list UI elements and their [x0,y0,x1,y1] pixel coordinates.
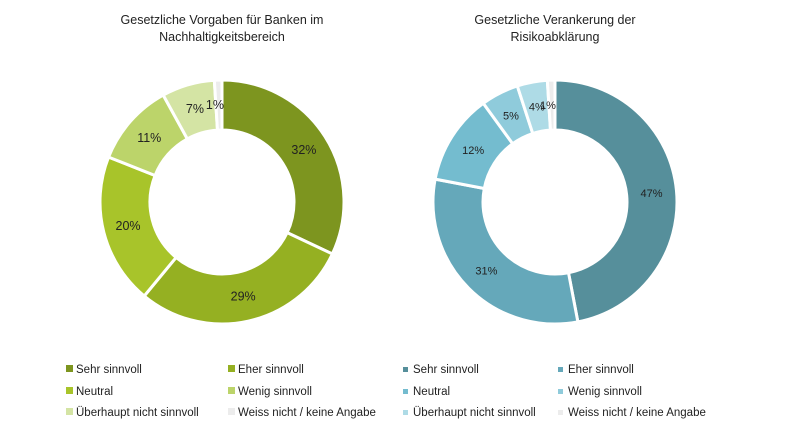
legend-swatch [66,408,73,415]
legend-label: Weiss nicht / keine Angabe [568,407,706,419]
legend-label: Überhaupt nicht sinnvoll [76,407,199,419]
data-label: 5% [503,111,519,123]
legend-label: Wenig sinnvoll [568,386,642,398]
chart-title-left: Gesetzliche Vorgaben für Banken im Nachh… [72,12,372,46]
data-label: 32% [291,143,316,157]
legend-swatch [558,367,563,372]
legend-label: Sehr sinnvoll [413,364,479,376]
donut-slice-1-1 [431,177,580,326]
legend-item: Eher sinnvoll [558,364,634,376]
data-label: 1% [206,98,224,112]
legend-item: Überhaupt nicht sinnvoll [403,407,536,419]
data-label: 47% [641,188,663,200]
legend-swatch [558,410,563,415]
title-line: Gesetzliche Verankerung der [474,13,636,27]
donut-slice-1-0 [553,78,679,324]
data-label: 1% [540,100,556,112]
data-label: 4% [529,102,545,114]
legend-label: Eher sinnvoll [238,364,304,376]
donut-slice-1-5 [545,78,557,132]
legend-label: Weiss nicht / keine Angabe [238,407,376,419]
legend-label: Neutral [413,386,451,398]
donut-slice-0-5 [212,78,224,132]
legend-swatch [66,387,73,394]
title-line: Gesetzliche Vorgaben für Banken im [120,13,324,27]
chart-title-right: Gesetzliche Verankerung der Risikoabklär… [405,12,705,46]
legend-item: Eher sinnvoll [228,364,304,376]
legend-label: Neutral [76,386,114,398]
legend-item: Sehr sinnvoll [403,364,479,376]
donut-slice-0-0 [220,78,346,256]
legend-swatch [403,367,408,372]
legend-item: Überhaupt nicht sinnvoll [66,407,199,419]
legend-label: Überhaupt nicht sinnvoll [413,407,536,419]
legend-swatch [66,365,73,372]
legend-item: Weiss nicht / keine Angabe [558,407,706,419]
legend-swatch [403,389,408,394]
title-line: Risikoabklärung [510,30,600,44]
donut-slice-0-1 [142,230,335,326]
legend-item: Sehr sinnvoll [66,364,142,376]
legend-label: Wenig sinnvoll [238,386,312,398]
legend-item: Neutral [66,386,113,398]
legend-swatch [403,410,408,415]
data-label: 11% [137,131,161,145]
legend-item: Weiss nicht / keine Angabe [228,407,376,419]
legend-item: Wenig sinnvoll [558,386,642,398]
legend-label: Eher sinnvoll [568,364,634,376]
legend-swatch [228,387,235,394]
legend-item: Wenig sinnvoll [228,386,312,398]
legend-swatch [228,408,235,415]
data-label: 12% [462,145,484,157]
legend-swatch [558,389,563,394]
data-label: 31% [475,266,497,278]
title-line: Nachhaltigkeitsbereich [159,30,285,44]
data-label: 7% [186,102,204,116]
legend-swatch [228,365,235,372]
legend-item: Neutral [403,386,450,398]
legend-label: Sehr sinnvoll [76,364,142,376]
data-label: 29% [231,290,256,304]
data-label: 20% [116,219,141,233]
